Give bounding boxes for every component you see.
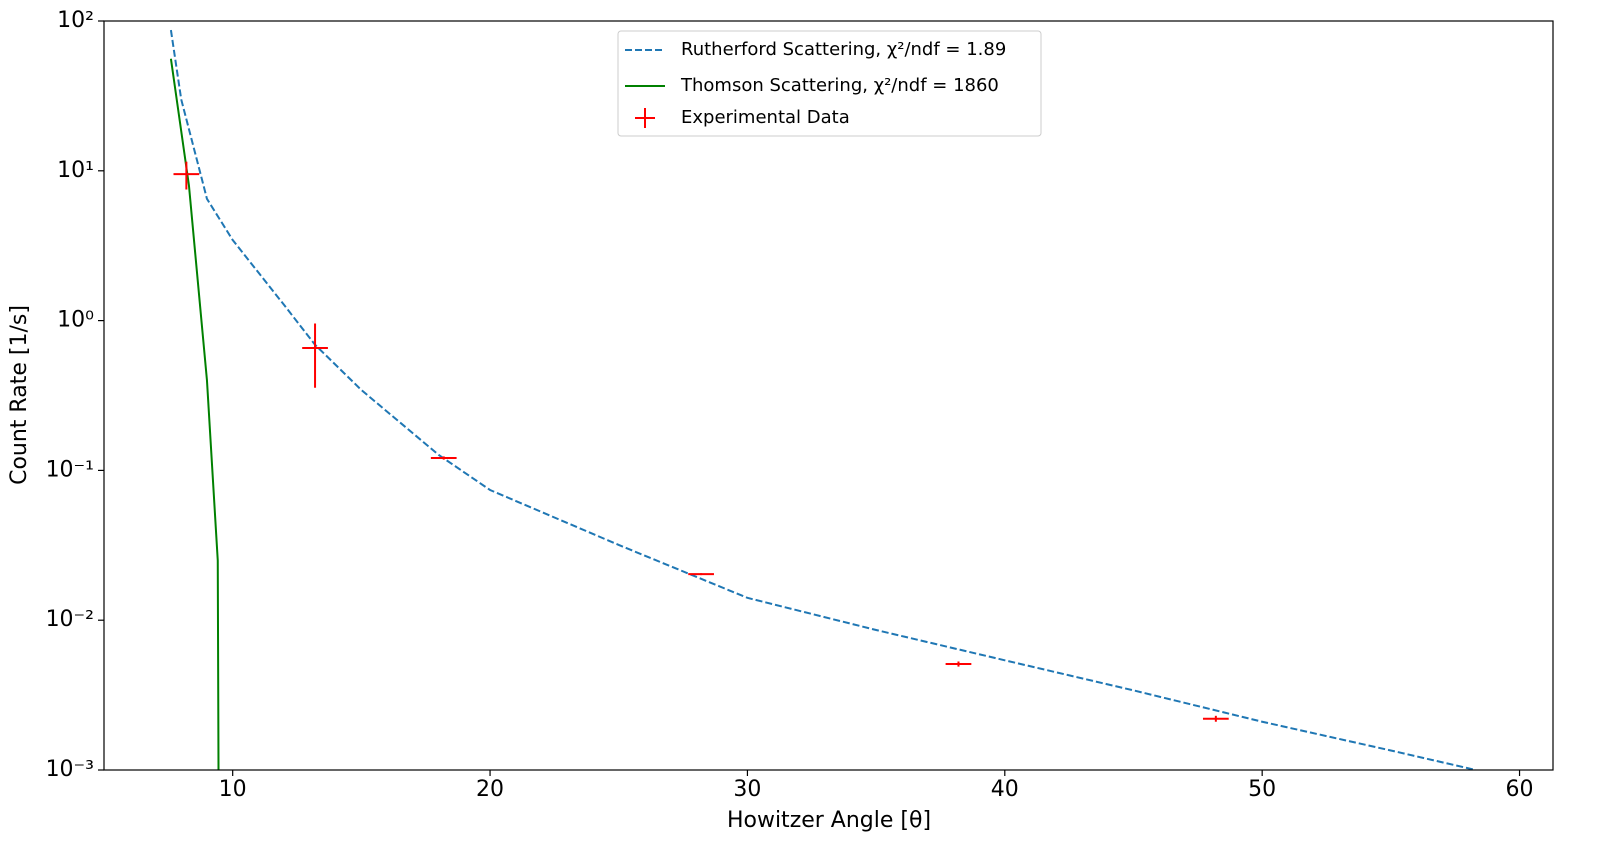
legend-label: Thomson Scattering, χ²/ndf = 1860	[680, 75, 999, 96]
series-line	[169, 29, 1477, 770]
axes-frame	[103, 20, 1554, 771]
legend-label: Rutherford Scattering, χ²/ndf = 1.89	[681, 39, 1006, 60]
x-tick-label: 10	[219, 777, 247, 802]
y-tick-label: 10⁻¹	[46, 457, 94, 482]
y-tick-label: 10⁻²	[46, 607, 94, 632]
x-tick-label: 20	[476, 777, 504, 802]
x-tick-label: 50	[1248, 777, 1276, 802]
series-line	[169, 58, 220, 770]
y-tick-label: 10⁻³	[46, 757, 94, 782]
x-tick-label: 30	[733, 777, 761, 802]
y-tick-label: 10⁰	[57, 308, 94, 333]
y-axis-label: Count Rate [1/s]	[7, 305, 32, 485]
y-tick-label: 10¹	[57, 158, 94, 183]
x-tick-label: 40	[991, 777, 1019, 802]
legend-box	[617, 30, 1042, 137]
x-tick-label: 60	[1506, 777, 1534, 802]
x-axis-label: Howitzer Angle [θ]	[727, 808, 931, 833]
y-tick-label: 10²	[57, 8, 94, 33]
legend-label: Experimental Data	[681, 107, 850, 128]
plot-area	[169, 29, 1477, 770]
